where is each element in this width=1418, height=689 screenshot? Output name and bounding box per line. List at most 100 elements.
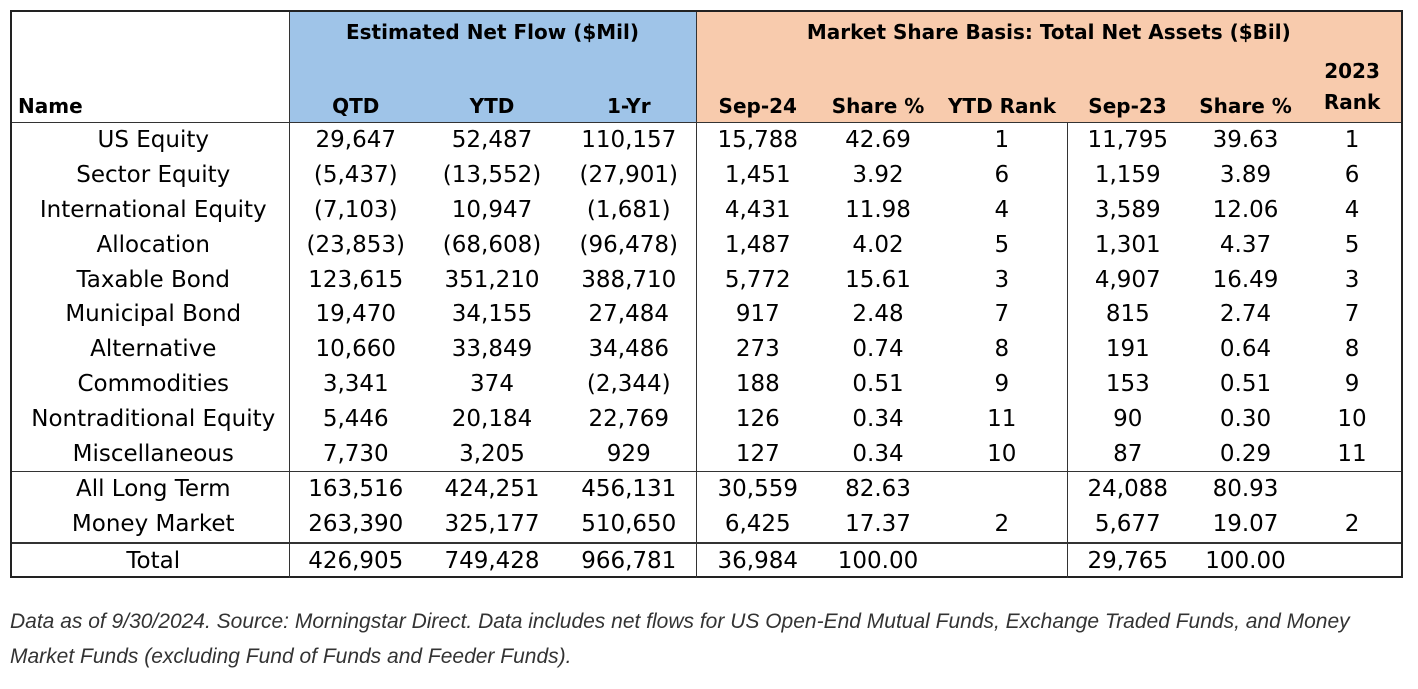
cell-rank2023: 8 — [1344, 336, 1360, 363]
cell-rank2023: 10 — [1337, 405, 1367, 432]
cell-qtd: 163,516 — [288, 470, 422, 507]
table-row: Miscellaneous 7,730 3,205 929 127 0.34 10 87 0.2… — [12, 436, 1401, 472]
group-header-net-flow: Estimated Net Flow ($Mil) — [288, 12, 697, 52]
cell-share24: 2.48 — [852, 301, 904, 328]
cell-one-yr: 966,781 — [562, 541, 697, 579]
cell-name: Sector Equity — [76, 162, 231, 189]
cell-qtd: 5,446 — [288, 401, 422, 437]
cell-rank2023 — [1303, 470, 1402, 507]
table-row: Taxable Bond 123,615 351,210 388,710 5,772 15… — [12, 262, 1401, 297]
cell-one-yr: 110,157 — [581, 127, 677, 154]
cell-rank2023: 9 — [1344, 370, 1360, 397]
fund-flows-table: Estimated Net Flow ($Mil) Market Share B… — [12, 12, 1402, 579]
cell-name: Allocation — [96, 231, 210, 258]
column-header-ytd-rank: YTD Rank — [937, 52, 1068, 123]
cell-qtd: (7,103) — [288, 192, 422, 228]
cell-ytd: 10,947 — [451, 196, 533, 223]
cell-share23: 100.00 — [1188, 541, 1304, 579]
cell-sep24: 4,431 — [695, 192, 820, 228]
cell-share23: 0.51 — [1219, 370, 1272, 397]
table-row: US Equity 29,647 52,487 110,157 15,788 42.69 1… — [12, 122, 1401, 158]
cell-sep23: 191 — [1066, 331, 1189, 367]
cell-share23: 2.74 — [1219, 301, 1272, 328]
cell-share23: 80.93 — [1188, 470, 1304, 507]
column-header-sep23: Sep-23 — [1067, 52, 1189, 123]
cell-sep24: 917 — [695, 296, 820, 332]
cell-share24: 82.63 — [819, 470, 938, 507]
cell-sep24: 36,984 — [695, 541, 820, 579]
column-header-share24: Share % — [819, 52, 938, 123]
column-header-2023-rank-line1: 2023 — [1324, 59, 1380, 83]
cell-sep24: 15,788 — [695, 122, 820, 158]
cell-share24: 42.69 — [845, 127, 911, 154]
cell-qtd: 7,730 — [288, 436, 422, 472]
cell-share24: 3.92 — [852, 162, 904, 189]
table-row: Sector Equity (5,437) (13,552) (27,901) 1,45… — [12, 157, 1401, 193]
cell-sep23: 815 — [1066, 296, 1189, 332]
cell-one-yr: 388,710 — [581, 266, 677, 293]
table-row: Total 426,905 749,428 966,781 36,984 100.00 29… — [12, 541, 1402, 579]
cell-ytd: 3,205 — [459, 440, 525, 467]
cell-qtd: (5,437) — [288, 157, 422, 193]
cell-one-yr: 34,486 — [588, 336, 669, 363]
table-row: Nontraditional Equity 5,446 20,184 22,769 12… — [12, 401, 1401, 437]
cell-ytd-rank: 6 — [994, 162, 1010, 189]
cell-sep24: 5,772 — [695, 262, 820, 297]
cell-sep23: 87 — [1066, 436, 1189, 472]
cell-share23: 19.07 — [1212, 511, 1279, 538]
cell-ytd-rank: 10 — [987, 440, 1017, 467]
cell-name: US Equity — [97, 127, 209, 154]
cell-qtd: (23,853) — [288, 227, 422, 263]
cell-rank2023: 7 — [1344, 301, 1360, 328]
cell-ytd-rank: 1 — [994, 127, 1010, 154]
cell-one-yr: (96,478) — [579, 231, 678, 258]
cell-qtd: 29,647 — [288, 122, 422, 158]
cell-name: International Equity — [39, 196, 267, 223]
cell-ytd: 374 — [470, 370, 514, 397]
cell-sep23: 5,677 — [1066, 506, 1189, 543]
cell-sep24: 126 — [695, 401, 820, 437]
cell-share24: 0.34 — [852, 405, 904, 432]
cell-ytd-rank — [937, 541, 1068, 579]
cell-sep23: 24,088 — [1066, 470, 1189, 507]
cell-sep23: 90 — [1066, 401, 1189, 437]
group-header-market-share: Market Share Basis: Total Net Assets ($B… — [695, 12, 1402, 52]
footnote: Data as of 9/30/2024. Source: Morningsta… — [10, 610, 1350, 668]
cell-name: Taxable Bond — [76, 266, 231, 293]
cell-rank2023: 1 — [1344, 127, 1360, 154]
cell-sep24: 127 — [695, 436, 820, 472]
cell-ytd-rank: 7 — [994, 301, 1010, 328]
cell-ytd: 34,155 — [451, 301, 533, 328]
cell-ytd: (68,608) — [442, 231, 542, 258]
fund-flows-table-frame: Estimated Net Flow ($Mil) Market Share B… — [10, 10, 1403, 579]
cell-share24: 0.34 — [852, 440, 904, 467]
cell-rank2023: 2 — [1344, 511, 1360, 538]
table-body: US Equity 29,647 52,487 110,157 15,788 42.69 1… — [12, 122, 1402, 579]
cell-sep24: 1,451 — [695, 157, 820, 193]
cell-sep23: 1,159 — [1066, 157, 1189, 193]
cell-share23: 39.63 — [1212, 127, 1279, 154]
cell-one-yr: 510,650 — [581, 511, 677, 538]
cell-share24: 100.00 — [819, 541, 938, 579]
cell-share24: 11.98 — [845, 196, 911, 223]
cell-sep24: 1,487 — [695, 227, 820, 263]
cell-qtd: 426,905 — [288, 541, 422, 579]
cell-ytd-rank: 3 — [994, 266, 1010, 293]
cell-ytd: 52,487 — [451, 127, 533, 154]
cell-share23: 0.29 — [1219, 440, 1272, 467]
column-header-name: Name — [12, 52, 289, 123]
cell-ytd: 325,177 — [444, 511, 540, 538]
table-row: Alternative 10,660 33,849 34,486 273 0.74 8 191… — [12, 331, 1401, 367]
cell-ytd-rank: 5 — [994, 231, 1010, 258]
table-row: Allocation (23,853) (68,608) (96,478) 1,487 4… — [12, 227, 1401, 263]
cell-qtd: 123,615 — [288, 262, 422, 297]
cell-name: Nontraditional Equity — [31, 405, 276, 432]
cell-qtd: 3,341 — [288, 366, 422, 402]
cell-one-yr: 456,131 — [562, 470, 697, 507]
cell-ytd: 749,428 — [422, 541, 562, 579]
table-row: Money Market 263,390 325,177 510,650 6,425 17… — [12, 506, 1401, 543]
column-header-2023-rank: 2023 Rank — [1303, 52, 1402, 123]
cell-ytd-rank: 11 — [987, 405, 1017, 432]
cell-one-yr: (1,681) — [586, 196, 671, 223]
cell-sep24: 30,559 — [695, 470, 820, 507]
